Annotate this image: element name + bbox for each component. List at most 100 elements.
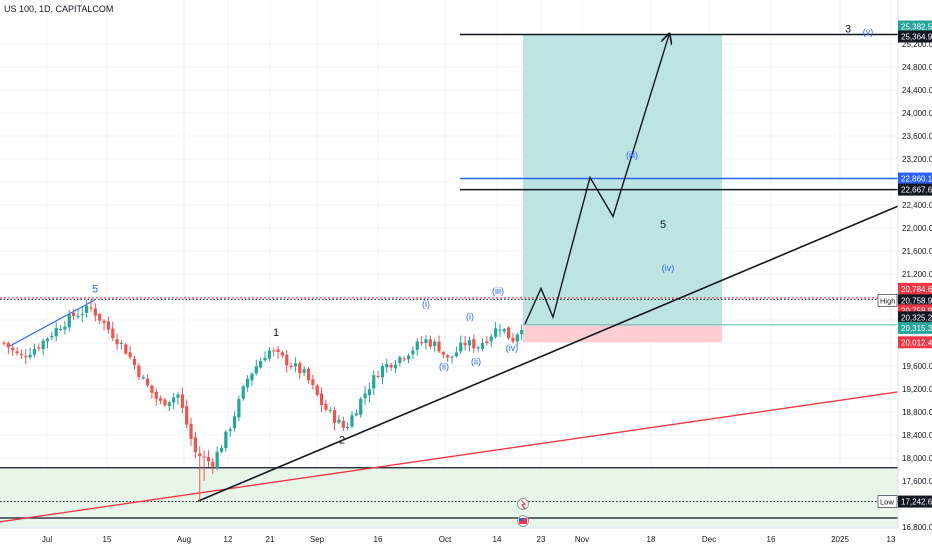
candle — [341, 416, 345, 431]
candle-body — [50, 335, 54, 338]
projected-wave-path — [524, 35, 669, 325]
candle-body — [254, 366, 258, 374]
candle — [63, 321, 67, 335]
candle-body — [215, 451, 219, 469]
candle — [328, 407, 332, 414]
candle-body — [11, 347, 15, 350]
candle-body — [15, 351, 19, 354]
time-tick-label: 18 — [647, 535, 656, 544]
price-tick-label: 17,600.0 — [902, 477, 932, 486]
candle-body — [37, 347, 41, 349]
candle-body — [93, 308, 97, 316]
candle-body — [76, 315, 80, 317]
candle-body — [150, 385, 154, 393]
candle — [28, 347, 32, 360]
wave-label: 2 — [339, 435, 345, 447]
candle — [185, 399, 189, 429]
candle-body — [241, 386, 245, 399]
candle — [424, 335, 428, 350]
candle — [232, 411, 237, 432]
candle — [393, 360, 398, 373]
candle-body — [228, 429, 232, 432]
candle — [180, 387, 184, 414]
candle-body — [415, 341, 419, 350]
blue-wave-line — [9, 299, 96, 347]
candle — [115, 333, 119, 350]
candle — [437, 335, 441, 353]
price-tick-label: 19,600.0 — [902, 362, 932, 371]
candle — [202, 450, 206, 481]
candle-body — [376, 375, 380, 377]
price-tick-label: 25,200.0 — [902, 40, 932, 49]
price-label-bg — [898, 20, 932, 33]
price-label — [898, 20, 932, 33]
candle — [72, 308, 76, 320]
time-tick-label: 12 — [224, 535, 233, 544]
event-circle — [517, 498, 529, 510]
candle — [507, 326, 511, 340]
candle-body — [380, 366, 385, 378]
candle — [15, 347, 19, 356]
red-trendline — [0, 391, 899, 523]
candle-body — [341, 420, 345, 428]
price-label — [898, 336, 932, 349]
candle-body — [337, 419, 341, 423]
candle — [293, 357, 298, 373]
candle-body — [32, 348, 37, 355]
price-tick-label: 18,000.0 — [902, 454, 932, 463]
candle — [433, 339, 437, 352]
candle — [19, 349, 23, 359]
time-tick-label: Dec — [702, 535, 716, 544]
price-label-tag-bg — [877, 495, 898, 508]
candle — [315, 383, 319, 397]
candle-body — [232, 416, 237, 428]
candle-body — [346, 426, 350, 428]
wave-label: (iii) — [492, 286, 504, 296]
candle — [163, 397, 167, 407]
price-label-text: 20,012.4 — [901, 338, 932, 347]
candle-body — [185, 406, 189, 425]
candle-body — [406, 355, 411, 360]
price-label-tag: Low — [880, 498, 894, 507]
candle — [85, 300, 89, 319]
candle-body — [172, 397, 176, 403]
wave-label: (iv) — [506, 343, 519, 353]
candle — [406, 353, 411, 364]
candle-body — [115, 339, 119, 345]
price-label-text: 22,860.1 — [901, 175, 932, 184]
candle-body — [145, 378, 150, 386]
candle — [411, 346, 415, 359]
candle — [467, 336, 472, 352]
candle-body — [311, 379, 315, 386]
candle-body — [463, 342, 467, 346]
candle-body — [350, 415, 354, 427]
candle — [280, 350, 284, 359]
candle-body — [6, 343, 10, 348]
price-tick-label: 23,200.0 — [902, 155, 932, 164]
time-tick-label: 23 — [537, 535, 546, 544]
candle-body — [167, 402, 171, 407]
candle — [224, 430, 228, 452]
candle-body — [63, 326, 67, 330]
candle-body — [324, 403, 328, 410]
candle-body — [293, 363, 298, 367]
candle — [106, 316, 110, 334]
candle-body — [80, 314, 84, 316]
time-tick-label: Oct — [439, 535, 452, 544]
price-axis-background — [898, 0, 932, 550]
candle-body — [119, 342, 124, 344]
support-zone — [0, 467, 898, 527]
price-label — [898, 30, 932, 43]
candle — [76, 309, 80, 319]
candle — [45, 337, 50, 349]
candle-body — [159, 398, 163, 401]
candle — [367, 382, 371, 403]
candle-body — [315, 385, 319, 395]
candle-body — [507, 327, 511, 339]
candle — [350, 411, 354, 429]
time-tick-label: 2025 — [831, 535, 849, 544]
candle — [454, 346, 458, 358]
candle — [193, 432, 197, 459]
candle-body — [237, 398, 241, 418]
